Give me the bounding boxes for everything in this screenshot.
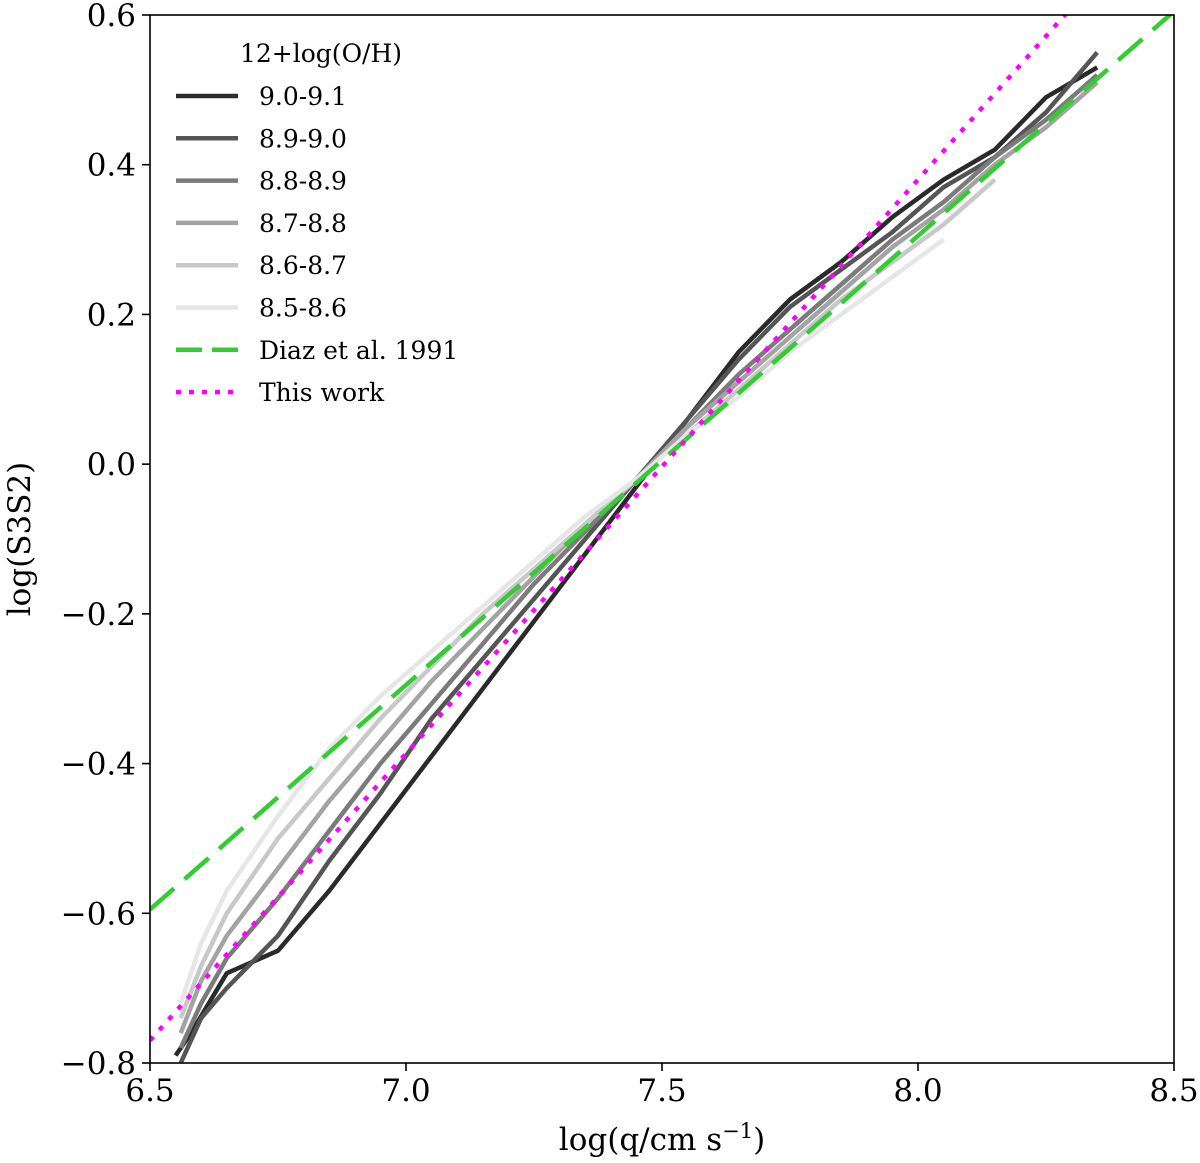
series-layer [150,15,1174,1063]
series-line-diaz-et-al-1991 [150,15,1174,912]
y-axis-ticks: −0.8 −0.6 −0.4 −0.2 0.0 0.2 0.4 0.6 [61,0,150,1082]
y-tick-label: −0.6 [61,896,136,932]
x-tick-label: 7.5 [637,1073,686,1109]
x-tick-label: 7.0 [381,1073,430,1109]
legend-title: 12+log(O/H) [240,39,402,68]
legend-label: 8.6-8.7 [259,251,347,280]
series-line-8-5-8-6 [178,237,945,1004]
legend-label: 8.8-8.9 [259,167,347,196]
legend-label: 8.5-8.6 [259,294,347,323]
series-line-8-9-9-0 [178,50,1099,1063]
x-tick-label: 8.0 [893,1073,942,1109]
series-line-9-0-9-1 [173,65,1099,1057]
legend-label: 8.9-9.0 [259,124,347,153]
x-tick-label: 8.5 [1149,1073,1198,1109]
legend-label: Diaz et al. 1991 [259,336,458,365]
y-tick-label: −0.4 [61,747,136,783]
y-tick-label: 0.2 [87,297,136,333]
y-tick-label: 0.6 [87,0,136,34]
legend-label: 8.7-8.8 [259,209,347,238]
x-axis-ticks: 6.5 7.0 7.5 8.0 8.5 [125,1063,1199,1109]
legend: 12+log(O/H) 9.0-9.1 8.9-9.0 8.8-8.9 8.7-8.8… [176,39,458,407]
legend-label: This work [259,378,385,407]
y-axis-title: log(S3S2) [2,462,38,617]
x-tick-label: 6.5 [125,1073,174,1109]
y-tick-label: −0.2 [61,597,136,633]
y-tick-label: 0.0 [87,447,136,483]
legend-label: 9.0-9.1 [259,82,347,111]
y-tick-label: −0.8 [61,1046,136,1082]
y-tick-label: 0.4 [87,148,136,184]
x-axis-title: log(q/cm s−1) [559,1119,765,1158]
